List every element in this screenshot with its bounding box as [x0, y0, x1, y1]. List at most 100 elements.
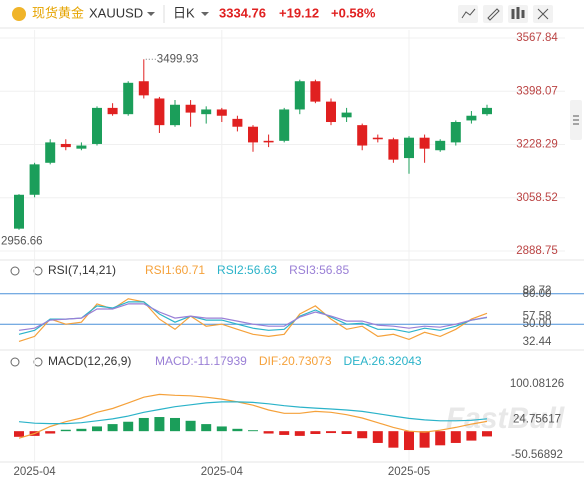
- x-tick-label: 2025-05: [388, 466, 430, 478]
- legend-entry: DIF:20.73073: [259, 354, 332, 368]
- candle-body: [29, 164, 40, 195]
- macd-bar: [372, 431, 383, 443]
- candle-body: [248, 126, 258, 143]
- tool-button[interactable]: [483, 5, 503, 23]
- change: +19.12: [279, 5, 319, 20]
- y-tick-label: -50.56892: [511, 449, 563, 461]
- dropdown[interactable]: [201, 12, 209, 16]
- y-tick-label: 100.08126: [510, 378, 564, 390]
- tool-icon: [487, 8, 500, 21]
- macd-bar: [138, 417, 149, 432]
- macd-bar: [279, 431, 290, 435]
- y-tick-label: 3228.29: [516, 139, 558, 151]
- macd-bar: [450, 431, 461, 443]
- y-tick-label: 3567.84: [516, 32, 558, 44]
- macd-bar: [466, 431, 477, 441]
- low-label: 2956.66: [1, 236, 43, 248]
- series-line: [18, 303, 488, 331]
- candle-body: [216, 109, 227, 116]
- y-tick-label: 3398.07: [516, 85, 558, 97]
- macd-bar: [388, 431, 399, 448]
- candle-body: [170, 104, 180, 126]
- macd-bar: [45, 431, 56, 434]
- gold-icon: [12, 7, 26, 21]
- dropdown[interactable]: [147, 12, 155, 16]
- change-pct: +0.58%: [331, 5, 376, 20]
- symbol-code[interactable]: XAUUSD: [89, 5, 143, 20]
- watermark: FastBull: [446, 402, 565, 435]
- macd-bar: [357, 431, 368, 439]
- macd-bar: [341, 431, 352, 434]
- candle-body: [357, 125, 368, 146]
- legend-entry: RSI2:56.63: [217, 263, 277, 277]
- candle-body: [466, 115, 477, 121]
- side-icon: [573, 115, 579, 125]
- price: 3334.76: [219, 5, 266, 20]
- candle-body: [341, 112, 352, 118]
- candle-body: [14, 194, 24, 229]
- candle-body: [279, 109, 290, 141]
- macd-bar: [310, 431, 321, 434]
- candle-body: [76, 145, 87, 149]
- candle-body: [372, 137, 383, 140]
- symbol-name[interactable]: 现货黄金: [32, 5, 84, 20]
- tool-icon: [461, 8, 476, 19]
- macd-bar: [60, 429, 71, 432]
- candle-body: [60, 143, 71, 148]
- candle-body: [326, 101, 336, 123]
- period[interactable]: 日K: [173, 5, 195, 20]
- candle-body: [263, 140, 274, 143]
- macd-bar: [14, 431, 24, 437]
- macd-bar: [263, 431, 274, 434]
- candle-body: [310, 81, 321, 102]
- settings-icon[interactable]: [33, 357, 43, 367]
- eye-icon[interactable]: [10, 266, 20, 276]
- legend-entry: RSI1:60.71: [145, 263, 205, 277]
- candle-body: [185, 104, 196, 113]
- macd-bar: [170, 417, 180, 432]
- candle-body: [388, 139, 399, 160]
- macd-bar: [107, 424, 118, 432]
- y-tick-label: 80.00: [523, 288, 552, 300]
- legend-entry: RSI3:56.85: [289, 263, 349, 277]
- macd-bar: [232, 428, 243, 432]
- candle-body: [294, 81, 305, 110]
- candle-body: [404, 137, 414, 159]
- y-tick-label: 32.44: [523, 336, 552, 348]
- tool-icon: [537, 8, 549, 20]
- candle-body: [232, 118, 243, 127]
- macd-bar: [201, 424, 212, 432]
- candle-body: [123, 82, 134, 115]
- macd-bar: [482, 431, 492, 437]
- candle-body: [92, 107, 102, 144]
- macd-bar: [326, 431, 336, 434]
- y-tick-label: 82.72: [523, 285, 552, 297]
- candle-body: [419, 137, 430, 149]
- macd-bar: [123, 421, 134, 432]
- candle-body: [435, 140, 446, 151]
- macd-bar: [404, 431, 414, 451]
- y-tick-label: 50.00: [523, 318, 552, 330]
- candle-body: [450, 122, 461, 143]
- series-line: [18, 298, 488, 342]
- tool-icon: [511, 7, 525, 19]
- legend-entry: DEA:26.32043: [344, 354, 422, 368]
- eye-icon[interactable]: [10, 357, 20, 367]
- x-tick-label: 2025-04: [13, 466, 56, 478]
- legend-entry: MACD:-11.17939: [155, 354, 247, 368]
- macd-bar: [294, 431, 305, 436]
- high-label: 3499.93: [157, 53, 199, 65]
- macd-bar: [154, 417, 165, 432]
- settings-icon[interactable]: [33, 266, 43, 276]
- candle-body: [45, 142, 56, 163]
- candle-body: [138, 81, 149, 96]
- rsi-icons: [10, 266, 43, 367]
- series-line: [18, 401, 488, 425]
- candle-body: [154, 98, 165, 126]
- x-tick-label: 2025-04: [201, 466, 244, 478]
- candle-body: [107, 107, 118, 115]
- macd-bar: [92, 426, 102, 432]
- macd-bar: [419, 431, 430, 448]
